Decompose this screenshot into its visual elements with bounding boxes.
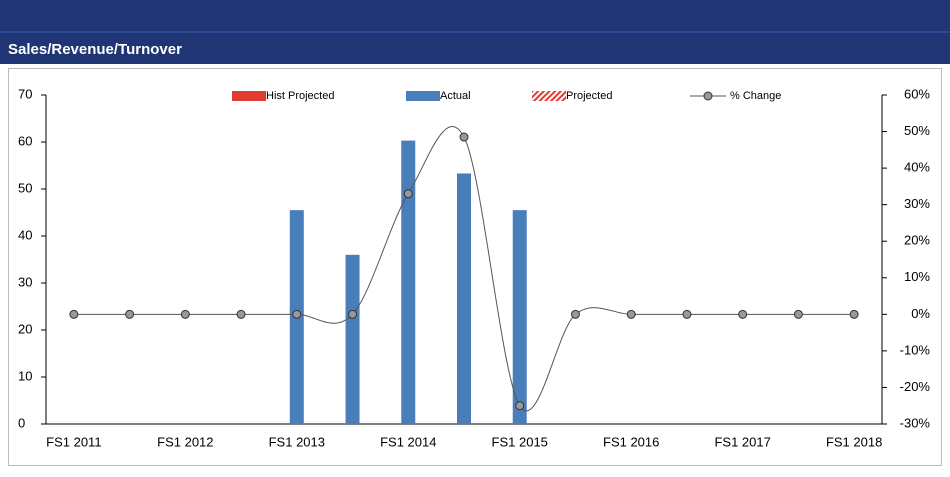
header-title: Sales/Revenue/Turnover (8, 41, 182, 58)
bar (401, 140, 416, 424)
y-tick-label: 50 (18, 180, 32, 195)
legend-swatch (532, 91, 566, 101)
y-tick-label: 70 (18, 86, 32, 101)
x-tick-label: FS1 2012 (157, 434, 213, 449)
point (292, 309, 302, 319)
y-tick-label: 40 (18, 227, 32, 242)
point (348, 309, 358, 319)
bar (457, 173, 471, 424)
legend-marker (703, 91, 713, 101)
point (849, 309, 859, 319)
y2-tick-label: 10% (904, 269, 930, 284)
y2-tick-label: 50% (904, 123, 930, 138)
y-tick-label: 20 (18, 321, 32, 336)
y2-tick-label: -10% (900, 342, 931, 357)
y2-tick-label: -30% (900, 415, 931, 430)
x-tick-label: FS1 2017 (714, 434, 770, 449)
y-tick-label: 60 (18, 133, 32, 148)
bar (512, 210, 527, 424)
y2-tick-label: 30% (904, 196, 930, 211)
x-tick-label: FS1 2018 (826, 434, 882, 449)
x-tick-label: FS1 2013 (269, 434, 325, 449)
point (626, 309, 636, 319)
y-tick-label: 10 (18, 368, 32, 383)
x-tick-label: FS1 2014 (380, 434, 436, 449)
point (403, 189, 413, 199)
bar (345, 254, 360, 424)
point (515, 401, 525, 411)
chart-frame (8, 68, 942, 466)
y2-tick-label: 20% (904, 233, 930, 248)
x-tick-label: FS1 2015 (492, 434, 548, 449)
x-tick-label: FS1 2016 (603, 434, 659, 449)
line (73, 126, 855, 412)
legend-label: Hist Projected (266, 90, 334, 102)
y-tick-label: 30 (18, 274, 32, 289)
y2-tick-label: 40% (904, 160, 930, 175)
legend-label: Actual (440, 90, 471, 102)
legend-label: % Change (730, 90, 781, 102)
point (180, 309, 190, 319)
point (125, 309, 135, 319)
point (236, 309, 246, 319)
y2-tick-label: -20% (900, 379, 931, 394)
legend-swatch (232, 91, 266, 101)
y2-tick-label: 60% (904, 86, 930, 101)
point (570, 309, 580, 319)
point (793, 309, 803, 319)
y-tick-label: 0 (18, 415, 25, 430)
point (682, 309, 692, 319)
x-tick-label: FS1 2011 (46, 434, 101, 449)
point (459, 132, 469, 142)
legend-swatch (406, 91, 440, 101)
point (69, 309, 79, 319)
point (738, 309, 748, 319)
legend-label: Projected (566, 90, 612, 102)
y2-tick-label: 0% (911, 306, 930, 321)
